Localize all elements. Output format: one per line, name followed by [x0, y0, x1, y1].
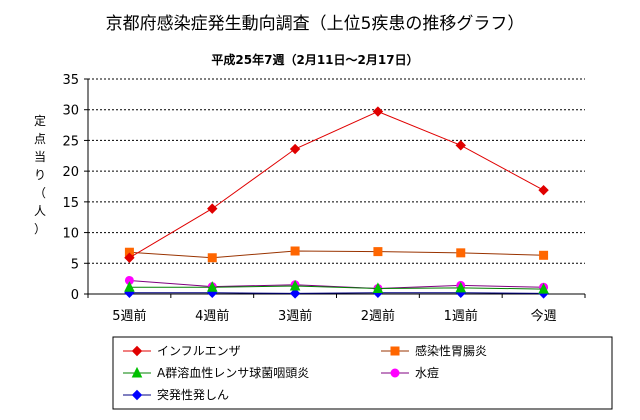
legend-marker	[131, 389, 143, 401]
legend-marker	[390, 368, 400, 378]
legend-item: A群溶血性レンサ球菌咽頭炎	[123, 365, 309, 380]
data-point	[290, 246, 300, 256]
chart-subtitle: 平成25年7週（2月11日～2月17日）	[211, 52, 418, 67]
series-line	[129, 285, 544, 290]
y-tick-label: 10	[62, 227, 79, 242]
legend-marker	[131, 366, 143, 378]
chart-title: 京都府感染症発生動向調査（上位5疾患の推移グラフ）	[106, 14, 525, 34]
data-point	[455, 140, 466, 151]
data-point	[207, 253, 217, 263]
data-point	[538, 184, 549, 196]
series-インフルエンザ	[124, 106, 549, 263]
legend-item: インフルエンザ	[123, 344, 241, 358]
legend-label: インフルエンザ	[157, 344, 241, 358]
data-point	[207, 203, 218, 214]
y-axis-label-char: 人	[34, 204, 46, 218]
legend-marker	[131, 345, 143, 357]
y-axis-label-char: 点	[34, 132, 46, 146]
x-tick-label: 3週前	[278, 308, 312, 324]
series-感染性胃腸炎	[124, 246, 549, 263]
gridlines	[88, 78, 585, 264]
legend-item: 突発性発しん	[123, 387, 229, 402]
y-axis-label-char: （	[34, 186, 46, 200]
data-point	[206, 281, 218, 292]
series-line	[129, 111, 544, 259]
y-tick-label: 5	[71, 257, 79, 272]
x-tick-label: 5週前	[112, 308, 146, 324]
data-point	[372, 282, 384, 293]
data-point	[456, 248, 466, 258]
data-point	[289, 279, 301, 291]
x-tick-label: 4週前	[195, 308, 229, 324]
y-tick-label: 30	[62, 104, 79, 119]
series-水痘	[124, 275, 549, 293]
x-axis-ticks: 5週前 4週前 3週前 2週前 1週前 今週	[87, 294, 586, 324]
data-point	[372, 106, 384, 117]
series-line	[129, 250, 544, 259]
data-point	[289, 288, 301, 299]
legend-box	[112, 336, 613, 410]
y-tick-label: 20	[62, 165, 79, 180]
legend-item: 感染性胃腸炎	[381, 343, 487, 358]
legend-label: 感染性胃腸炎	[415, 343, 487, 358]
y-axis-label-char: 定	[34, 113, 46, 128]
y-tick-label: 35	[62, 73, 79, 88]
legend-label: 水痘	[415, 365, 439, 380]
y-axis-label-char: ）	[34, 222, 46, 236]
legend-marker	[390, 346, 400, 356]
data-point	[289, 143, 301, 155]
series-A群溶血性レンサ球菌咽頭炎	[124, 279, 549, 294]
legend-label: A群溶血性レンサ球菌咽頭炎	[157, 365, 309, 380]
data-point	[455, 281, 467, 293]
y-tick-label: 15	[62, 196, 79, 211]
data-point	[539, 250, 549, 260]
axes	[87, 79, 585, 295]
data-point	[538, 282, 549, 294]
y-axis-label-char: り	[34, 168, 46, 182]
x-tick-label: 1週前	[444, 308, 478, 324]
series-line	[129, 279, 544, 289]
x-tick-label: 2週前	[361, 308, 395, 324]
legend-label: 突発性発しん	[157, 387, 229, 402]
data-point	[373, 247, 383, 257]
y-axis-ticks: 0 5 10 15 20 25 30 35	[62, 73, 88, 303]
legend-item: 水痘	[381, 365, 439, 380]
series-lines	[124, 106, 549, 299]
y-tick-label: 0	[71, 288, 79, 303]
series-line	[129, 292, 544, 294]
data-point	[124, 252, 135, 263]
data-point	[124, 281, 135, 292]
y-tick-label: 25	[62, 134, 79, 149]
x-tick-label: 今週	[531, 308, 557, 324]
y-axis-label-char: 当	[34, 150, 46, 164]
